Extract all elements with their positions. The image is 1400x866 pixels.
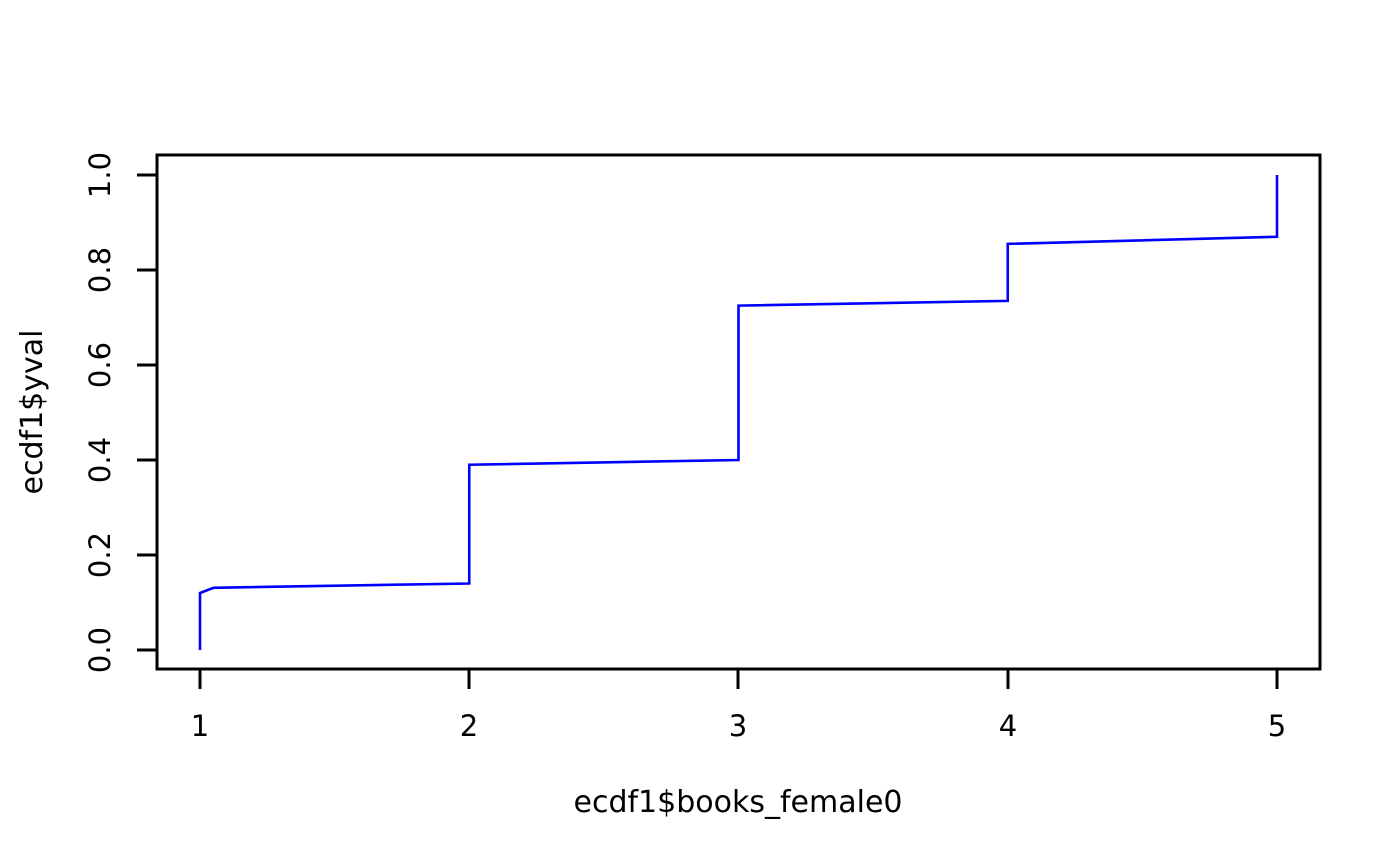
y-axis-title: ecdf1$yval bbox=[15, 330, 50, 495]
ecdf-step-curve bbox=[198, 175, 1279, 650]
x-tick-label: 4 bbox=[999, 709, 1017, 743]
y-axis-ticks bbox=[137, 173, 157, 652]
x-tick-label: 3 bbox=[729, 709, 747, 743]
x-axis-tick-labels: 1 2 3 4 5 bbox=[191, 709, 1286, 743]
y-tick-label: 0.8 bbox=[83, 247, 117, 293]
y-axis-tick-labels: 0.0 0.2 0.4 0.6 0.8 1.0 bbox=[83, 152, 117, 673]
y-tick-label: 0.4 bbox=[83, 437, 117, 483]
x-axis-title: ecdf1$books_female0 bbox=[574, 785, 903, 820]
y-tick-label: 0.0 bbox=[83, 627, 117, 673]
y-tick-label: 0.2 bbox=[83, 532, 117, 578]
x-tick-label: 2 bbox=[460, 709, 478, 743]
x-axis-ticks bbox=[198, 669, 1279, 689]
x-tick-label: 5 bbox=[1268, 709, 1286, 743]
y-tick-label: 1.0 bbox=[83, 152, 117, 198]
y-tick-label: 0.6 bbox=[83, 342, 117, 388]
x-tick-label: 1 bbox=[191, 709, 209, 743]
